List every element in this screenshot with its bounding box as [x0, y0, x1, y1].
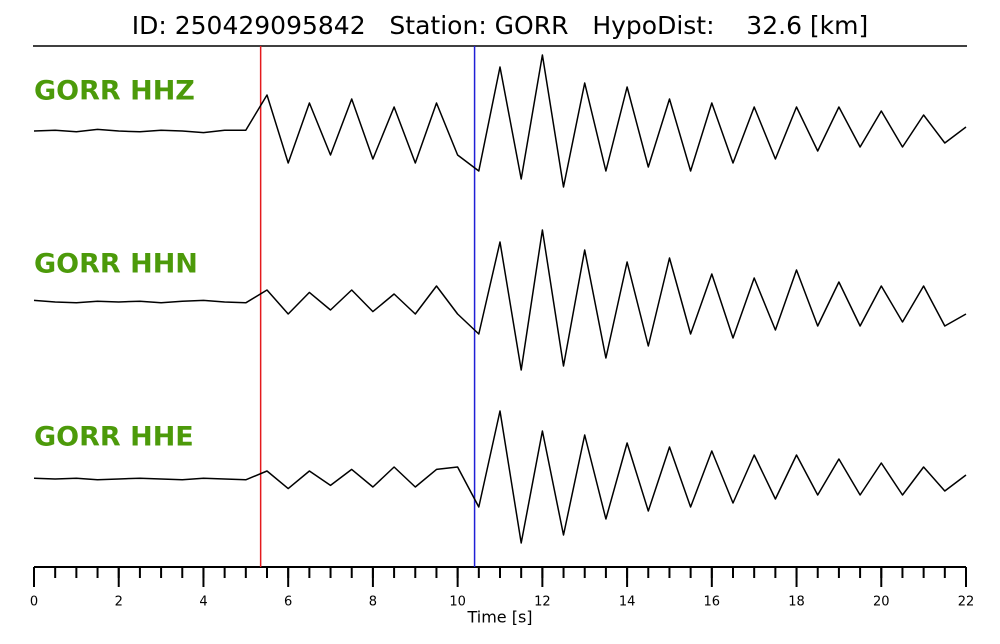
trace: [33, 54, 967, 188]
trace-label: GORR HHE: [34, 422, 194, 453]
x-axis-label: Time [s]: [466, 608, 532, 627]
x-tick-label: 22: [958, 595, 975, 610]
trace: [33, 410, 967, 544]
x-tick-label: 20: [873, 595, 890, 610]
chart-title: ID: 250429095842 Station: GORR HypoDist:…: [132, 11, 869, 40]
x-tick-label: 6: [284, 595, 292, 610]
x-tick-label: 0: [30, 595, 38, 610]
x-tick-label: 4: [199, 595, 207, 610]
x-tick-label: 2: [115, 595, 123, 610]
trace: [33, 229, 967, 371]
trace-label: GORR HHZ: [34, 76, 195, 107]
x-tick-label: 10: [449, 595, 466, 610]
trace-label: GORR HHN: [34, 249, 198, 280]
x-tick-label: 18: [788, 595, 805, 610]
x-tick-label: 14: [619, 595, 636, 610]
x-tick-label: 16: [704, 595, 721, 610]
x-tick-label: 12: [534, 595, 551, 610]
x-tick-label: 8: [369, 595, 377, 610]
